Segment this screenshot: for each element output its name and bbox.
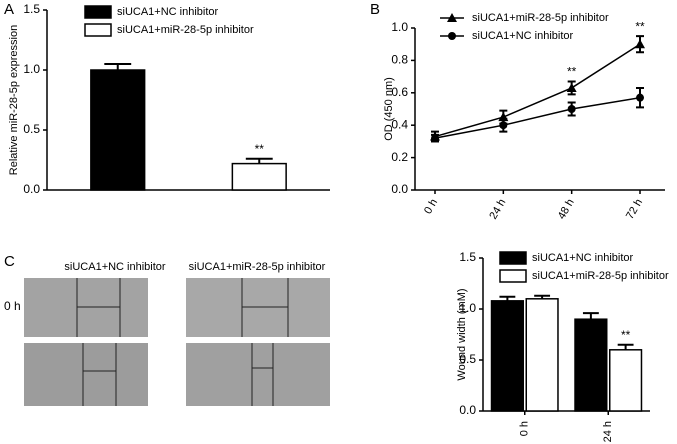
micrographs: siUCA1+NC inhibitor siUCA1+miR-28-5p inh… — [4, 261, 330, 406]
marker — [636, 93, 644, 102]
bar — [609, 349, 643, 412]
micrograph — [186, 343, 330, 406]
y-tick-label: 0.0 — [391, 182, 408, 196]
error-bar — [534, 294, 551, 299]
error-bar — [617, 343, 634, 350]
legend-swatch — [84, 23, 112, 37]
legend-swatch — [499, 269, 527, 283]
line — [434, 43, 641, 138]
y-tick-label: 0.8 — [391, 53, 408, 67]
line — [434, 96, 641, 139]
significance: ** — [621, 328, 631, 342]
marker — [566, 82, 577, 92]
legend-swatch — [84, 5, 112, 19]
bar — [90, 69, 146, 191]
x-tick-label: 48 h — [556, 197, 577, 222]
marker — [431, 134, 439, 143]
y-tick-label: 0.0 — [23, 182, 40, 196]
y-tick-label: 0.4 — [391, 117, 408, 131]
y-axis-label: Relative miR-28-5p expression — [8, 25, 20, 175]
y-tick-label: 1.5 — [459, 250, 476, 264]
y-tick-label: 0.5 — [23, 122, 40, 136]
legend-label: siUCA1+miR-28-5p inhibitor — [117, 24, 254, 36]
error-bar — [582, 312, 599, 320]
marker — [635, 39, 645, 49]
panel-label: B — [370, 1, 380, 18]
y-axis-label: OD (450 nm) — [383, 77, 395, 141]
bar — [525, 298, 559, 412]
x-tick-label: 0 h — [519, 421, 531, 436]
bar — [574, 318, 608, 412]
panel-label: A — [4, 1, 14, 18]
y-tick-label: 1.0 — [459, 301, 476, 315]
y-tick-label: 1.0 — [391, 20, 408, 34]
legend-label: siUCA1+NC inhibitor — [117, 6, 219, 18]
panel-label: C — [4, 253, 15, 270]
x-tick-label: 0 h — [422, 197, 440, 216]
bar — [490, 300, 524, 412]
legend-label: siUCA1+NC inhibitor — [532, 252, 634, 264]
row-label: 0 h — [4, 299, 21, 313]
y-tick-label: 0.2 — [391, 150, 408, 164]
x-tick-label: 24 h — [602, 421, 614, 442]
error-bar — [104, 63, 132, 70]
legend-marker — [448, 32, 456, 40]
y-tick-label: 0.6 — [391, 85, 408, 99]
significance: ** — [255, 142, 265, 156]
bar — [231, 162, 287, 191]
y-axis-label: Wound width (mM) — [456, 288, 468, 380]
y-tick-label: 0.5 — [459, 352, 476, 366]
marker — [567, 105, 576, 113]
legend-label: siUCA1+NC inhibitor — [472, 30, 574, 42]
error-bar — [245, 157, 273, 164]
x-tick-label: 24 h — [487, 197, 508, 222]
y-tick-label: 1.5 — [23, 2, 40, 16]
legend-label: siUCA1+miR-28-5p inhibitor — [472, 12, 609, 24]
y-tick-label: 1.0 — [23, 62, 40, 76]
y-tick-label: 0.0 — [459, 403, 476, 417]
column-title: siUCA1+miR-28-5p inhibitor — [189, 261, 326, 273]
legend-marker — [447, 13, 457, 22]
column-title: siUCA1+NC inhibitor — [64, 261, 166, 273]
legend-swatch — [499, 251, 527, 265]
error-bar — [499, 295, 516, 301]
x-tick-label: 72 h — [624, 197, 645, 222]
legend-label: siUCA1+miR-28-5p inhibitor — [532, 270, 669, 282]
micrograph — [24, 343, 148, 406]
significance: ** — [567, 65, 577, 79]
significance: ** — [635, 19, 645, 33]
marker — [499, 121, 508, 130]
